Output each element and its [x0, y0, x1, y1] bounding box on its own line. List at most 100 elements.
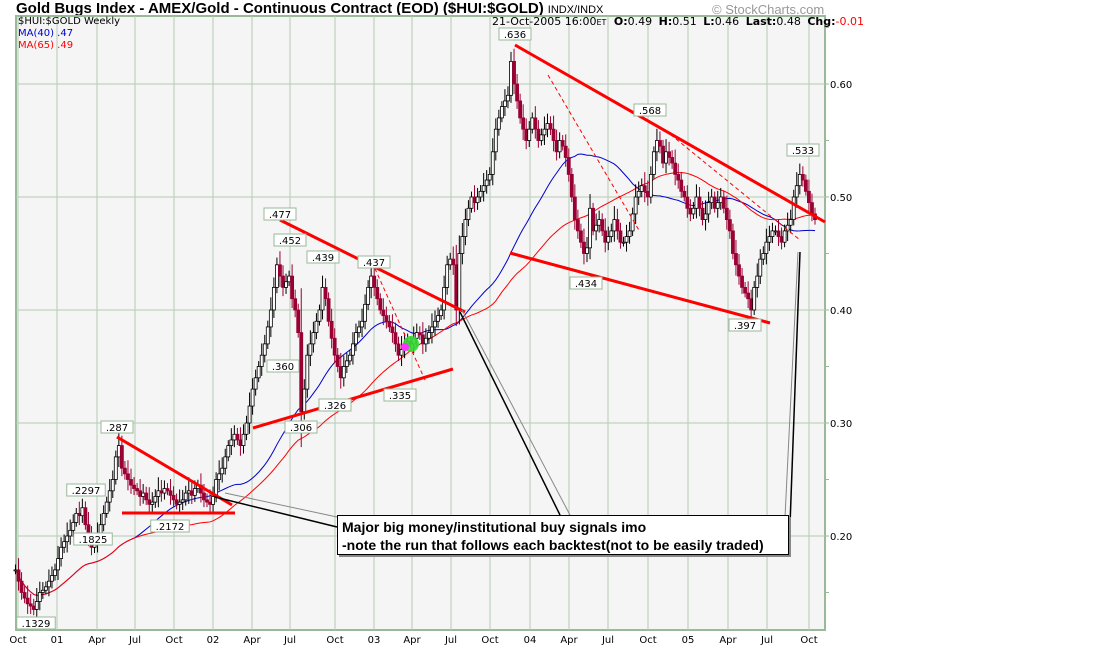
candle-body [524, 128, 529, 141]
candle-body [582, 241, 586, 254]
candle-body [393, 332, 398, 345]
candle-body [740, 275, 744, 288]
candle-body [119, 445, 124, 469]
candle-body [354, 332, 358, 345]
candle-body [80, 507, 85, 517]
candle-body [271, 286, 276, 311]
candle-body [803, 179, 808, 192]
last-value: 0.48 [776, 15, 801, 28]
candle-body [129, 479, 133, 486]
candle-body [615, 219, 620, 232]
candle-body [612, 219, 617, 232]
candle-body [293, 298, 298, 311]
dashed-trendline [371, 261, 426, 381]
price-label-box [318, 398, 352, 412]
candle-body [506, 94, 510, 102]
candle-body [211, 496, 215, 505]
candle-body [585, 247, 589, 254]
candle-body [484, 179, 489, 187]
candle-body [572, 196, 577, 221]
candle-body [721, 196, 726, 209]
candle-body [788, 219, 793, 226]
candle-body [189, 490, 194, 496]
candle-body [399, 349, 404, 356]
candle-body [417, 332, 422, 336]
price-label-box [284, 420, 318, 434]
candle-body [138, 490, 143, 497]
candle-body [448, 258, 453, 266]
price-label-box [633, 103, 667, 117]
candle-body [50, 575, 54, 582]
candle-body [186, 490, 191, 494]
candle-body [420, 334, 425, 345]
y-tick-label: 0.60 [830, 80, 852, 91]
candle-body [551, 128, 556, 141]
candle-body [156, 490, 161, 497]
candle-body [351, 343, 355, 356]
candle-body [807, 190, 811, 204]
candle-body [171, 494, 176, 501]
candle-body [454, 264, 459, 311]
candle-body [594, 224, 599, 232]
x-tick-label: 05 [682, 635, 695, 646]
quote-tz: ET [596, 18, 606, 27]
price-label: .477 [269, 210, 291, 221]
candle-body [37, 592, 42, 602]
candle-body [183, 492, 188, 501]
candle-body [77, 513, 82, 517]
candle-body [311, 332, 316, 345]
candle-body [718, 196, 723, 204]
candle-body [65, 535, 70, 543]
dashed-trendline [547, 74, 641, 233]
trendline [509, 251, 771, 325]
candle-body [268, 309, 273, 328]
candle-body [296, 309, 301, 334]
x-tick-label: 03 [368, 635, 381, 646]
price-label: .326 [324, 401, 346, 412]
connector-line [224, 492, 338, 518]
candle-body [414, 332, 419, 339]
candle-body [217, 473, 222, 480]
candle-body [560, 140, 565, 147]
candle-body [591, 207, 595, 232]
candle-body [423, 337, 428, 345]
candle-body [281, 275, 285, 288]
candle-body [107, 490, 112, 503]
candle-body [536, 128, 541, 141]
price-label-box [383, 388, 417, 402]
candle-body [737, 264, 741, 277]
copyright: © StockCharts.com [712, 2, 825, 17]
note-line-1: Major big money/institutional buy signal… [342, 519, 647, 535]
candle-body [776, 230, 781, 237]
candle-body [71, 522, 76, 531]
candle-body [618, 230, 623, 243]
candle-body [308, 343, 313, 356]
candle-body [746, 292, 751, 300]
price-label-box [66, 483, 106, 497]
candle-body [235, 433, 240, 441]
price-label-box [498, 27, 532, 41]
price-label-box [73, 532, 113, 546]
candle-body [162, 488, 167, 494]
price-label: .2172 [156, 522, 185, 533]
candle-body [53, 569, 57, 576]
candle-body [773, 230, 778, 233]
candle-body [284, 281, 288, 288]
candle-body [28, 603, 33, 607]
candle-body [734, 253, 738, 266]
candle-body [767, 236, 772, 243]
candle-body [62, 541, 67, 548]
candle-body [205, 499, 209, 503]
high-label: H: [659, 15, 673, 28]
connector-line [461, 309, 571, 516]
candle-body [177, 501, 182, 505]
price-label-box [728, 318, 762, 332]
candle-body [381, 309, 386, 317]
candle-body [509, 61, 513, 96]
candle-body [451, 258, 456, 266]
price-label: .397 [734, 321, 756, 332]
candle-body [375, 286, 380, 300]
candle-body [630, 213, 635, 232]
candle-body [104, 501, 109, 514]
